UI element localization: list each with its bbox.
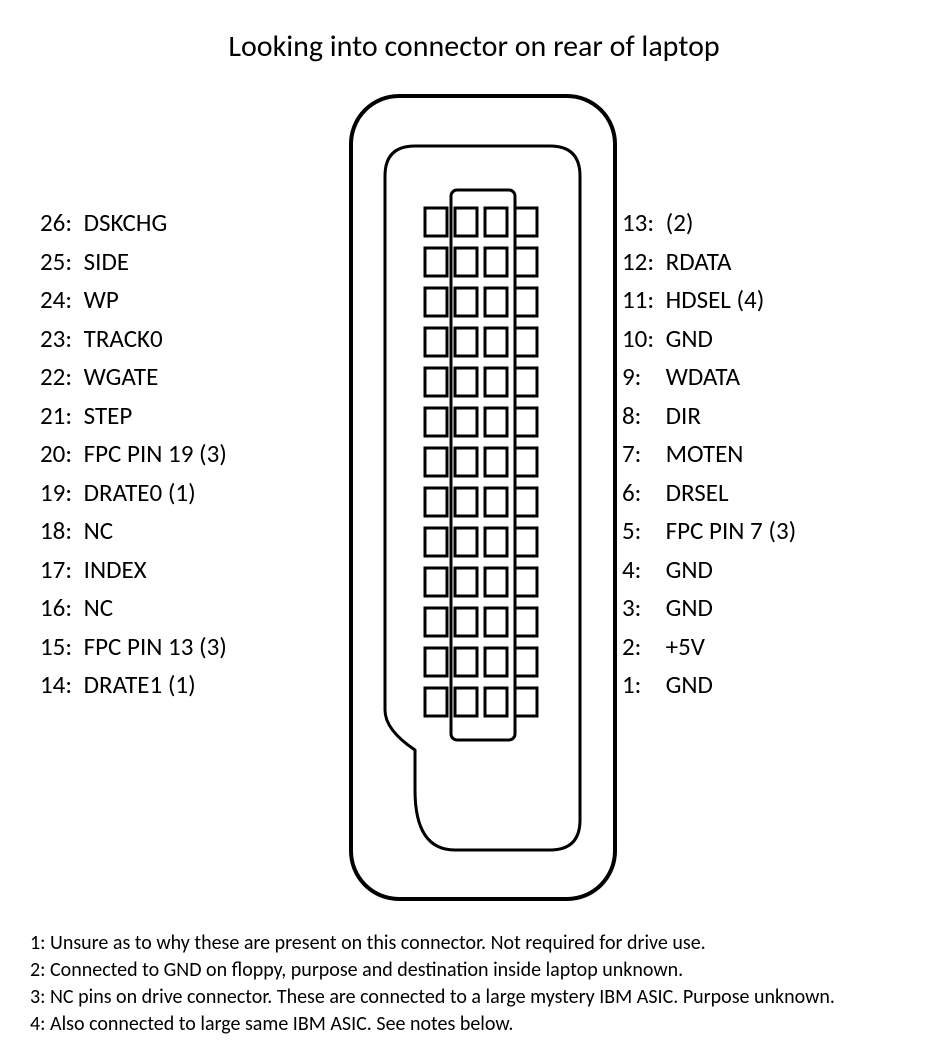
- pin-number: 15:: [40, 628, 78, 667]
- pin-label: 14: DRATE1 (1): [40, 666, 340, 705]
- pin-signal: (2): [660, 207, 693, 238]
- pin-number: 26:: [40, 204, 78, 243]
- pin-signal: GND: [660, 323, 713, 354]
- pin-number: 6:: [622, 474, 660, 513]
- pin-signal: DSKCHG: [78, 207, 167, 238]
- pin-signal: STEP: [78, 400, 132, 431]
- pin-signal: NC: [78, 592, 113, 623]
- pin-label: 9: WDATA: [622, 358, 922, 397]
- pin-signal: GND: [660, 669, 713, 700]
- footnote-line: 1: Unsure as to why these are present on…: [30, 930, 920, 957]
- footnote-line: 2: Connected to GND on floppy, purpose a…: [30, 957, 920, 984]
- pin-signal: DRATE1 (1): [78, 669, 196, 700]
- pin-signal: FPC PIN 7 (3): [660, 515, 796, 546]
- pin-signal: WGATE: [78, 361, 158, 392]
- pin-label: 19: DRATE0 (1): [40, 474, 340, 513]
- pinout-diagram: Looking into connector on rear of laptop…: [0, 0, 948, 1059]
- pin-number: 19:: [40, 474, 78, 513]
- connector-illustration: [345, 90, 621, 905]
- footnote-line: 4: Also connected to large same IBM ASIC…: [30, 1011, 920, 1038]
- pin-label: 3: GND: [622, 589, 922, 628]
- pin-label: 26: DSKCHG: [40, 204, 340, 243]
- pin-signal: WDATA: [660, 361, 740, 392]
- pin-label: 10: GND: [622, 320, 922, 359]
- pin-signal: GND: [660, 554, 713, 585]
- pin-label: 11: HDSEL (4): [622, 281, 922, 320]
- pin-labels-left-column: 26: DSKCHG25: SIDE24: WP23: TRACK022: WG…: [40, 204, 340, 705]
- pin-label: 18: NC: [40, 512, 340, 551]
- pin-number: 20:: [40, 435, 78, 474]
- pin-label: 21: STEP: [40, 397, 340, 436]
- footnotes: 1: Unsure as to why these are present on…: [30, 930, 920, 1038]
- pin-label: 23: TRACK0: [40, 320, 340, 359]
- pin-number: 21:: [40, 397, 78, 436]
- pin-number: 7:: [622, 435, 660, 474]
- pin-number: 24:: [40, 281, 78, 320]
- pin-number: 13:: [622, 204, 660, 243]
- pin-signal: DRATE0 (1): [78, 477, 196, 508]
- pin-signal: HDSEL (4): [660, 284, 764, 315]
- pin-signal: GND: [660, 592, 713, 623]
- pin-signal: INDEX: [78, 554, 147, 585]
- pin-number: 3:: [622, 589, 660, 628]
- pin-number: 23:: [40, 320, 78, 359]
- pin-number: 4:: [622, 551, 660, 590]
- diagram-title: Looking into connector on rear of laptop: [0, 28, 948, 65]
- pin-signal: DIR: [660, 400, 701, 431]
- pin-number: 14:: [40, 666, 78, 705]
- pin-number: 25:: [40, 243, 78, 282]
- pin-number: 11:: [622, 281, 660, 320]
- pin-signal: FPC PIN 19 (3): [78, 438, 227, 469]
- pin-label: 5: FPC PIN 7 (3): [622, 512, 922, 551]
- pin-signal: WP: [78, 284, 119, 315]
- pin-number: 1:: [622, 666, 660, 705]
- pin-label: 17: INDEX: [40, 551, 340, 590]
- pin-number: 9:: [622, 358, 660, 397]
- pin-label: 1: GND: [622, 666, 922, 705]
- pin-label: 4: GND: [622, 551, 922, 590]
- pin-label: 12: RDATA: [622, 243, 922, 282]
- pin-label: 15: FPC PIN 13 (3): [40, 628, 340, 667]
- pin-signal: MOTEN: [660, 438, 743, 469]
- pin-number: 18:: [40, 512, 78, 551]
- pin-signal: FPC PIN 13 (3): [78, 631, 227, 662]
- pin-number: 17:: [40, 551, 78, 590]
- pin-labels-right-column: 13: (2)12: RDATA11: HDSEL (4)10: GND9: W…: [622, 204, 922, 705]
- pin-signal: SIDE: [78, 246, 129, 277]
- pin-label: 16: NC: [40, 589, 340, 628]
- pin-number: 10:: [622, 320, 660, 359]
- pin-number: 5:: [622, 512, 660, 551]
- pin-label: 25: SIDE: [40, 243, 340, 282]
- pin-label: 22: WGATE: [40, 358, 340, 397]
- pin-number: 12:: [622, 243, 660, 282]
- pin-signal: DRSEL: [660, 477, 728, 508]
- pin-number: 8:: [622, 397, 660, 436]
- pin-label: 7: MOTEN: [622, 435, 922, 474]
- pin-signal: +5V: [660, 631, 705, 662]
- pin-label: 13: (2): [622, 204, 922, 243]
- pin-label: 20: FPC PIN 19 (3): [40, 435, 340, 474]
- pin-label: 6: DRSEL: [622, 474, 922, 513]
- pin-number: 2:: [622, 628, 660, 667]
- pin-label: 24: WP: [40, 281, 340, 320]
- pin-number: 22:: [40, 358, 78, 397]
- pin-number: 16:: [40, 589, 78, 628]
- pin-signal: NC: [78, 515, 113, 546]
- pin-signal: TRACK0: [78, 323, 163, 354]
- pin-signal: RDATA: [660, 246, 731, 277]
- footnote-line: 3: NC pins on drive connector. These are…: [30, 984, 920, 1011]
- pin-label: 2: +5V: [622, 628, 922, 667]
- pin-label: 8: DIR: [622, 397, 922, 436]
